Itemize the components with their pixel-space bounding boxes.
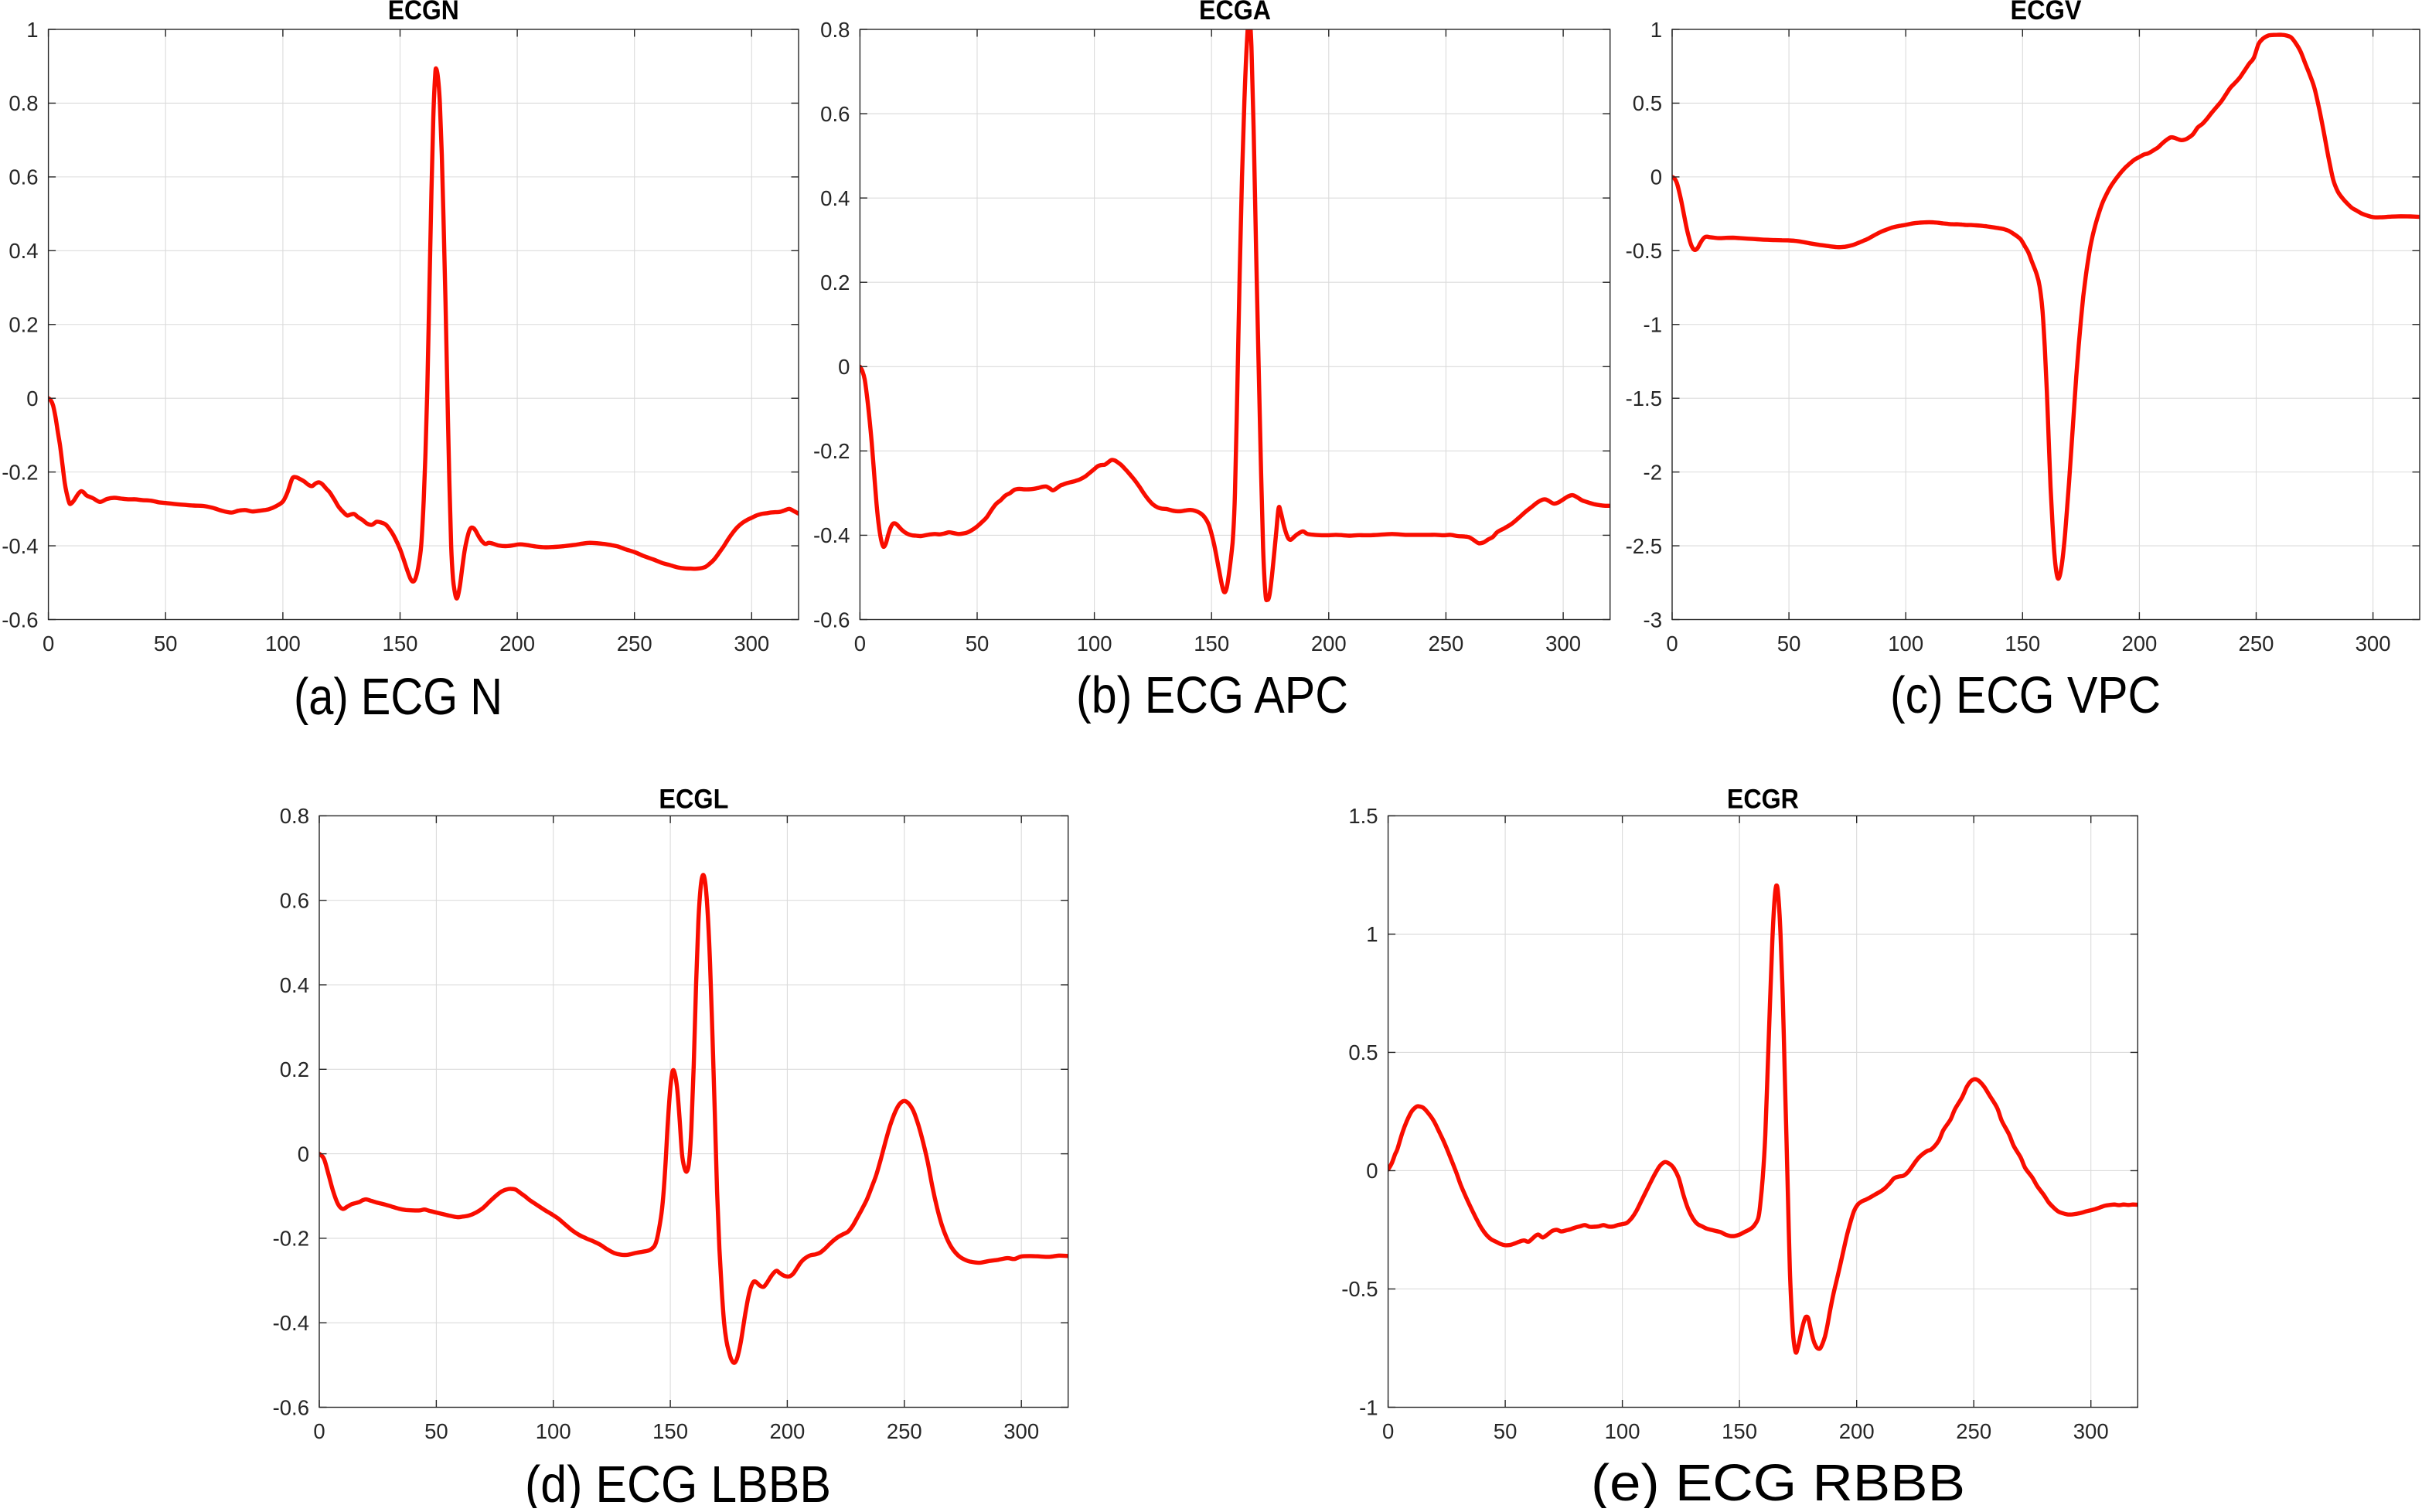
svg-text:-1.5: -1.5 <box>1626 387 1662 410</box>
svg-text:50: 50 <box>1777 632 1801 656</box>
svg-text:0.4: 0.4 <box>820 186 850 210</box>
svg-text:300: 300 <box>734 632 769 656</box>
svg-text:100: 100 <box>1077 632 1112 656</box>
svg-text:0.4: 0.4 <box>9 239 38 263</box>
svg-text:200: 200 <box>1839 1419 1875 1443</box>
svg-text:200: 200 <box>2121 632 2157 656</box>
svg-text:1: 1 <box>1650 18 1662 42</box>
svg-text:-0.4: -0.4 <box>813 523 850 547</box>
svg-text:0.2: 0.2 <box>9 313 38 337</box>
svg-text:-0.6: -0.6 <box>813 608 850 632</box>
svg-text:0.8: 0.8 <box>280 804 309 828</box>
svg-text:50: 50 <box>1494 1419 1518 1443</box>
svg-text:-0.4: -0.4 <box>273 1311 309 1335</box>
svg-text:100: 100 <box>265 632 301 656</box>
svg-text:-0.2: -0.2 <box>273 1227 309 1251</box>
svg-text:ECGN: ECGN <box>388 0 459 26</box>
svg-text:0: 0 <box>838 355 850 379</box>
svg-text:1: 1 <box>1366 922 1378 946</box>
svg-text:0.2: 0.2 <box>820 271 850 295</box>
svg-text:0.4: 0.4 <box>280 973 309 997</box>
svg-text:0.6: 0.6 <box>820 102 850 126</box>
svg-text:-0.4: -0.4 <box>2 534 38 558</box>
svg-text:0.8: 0.8 <box>820 18 850 42</box>
svg-text:-0.6: -0.6 <box>2 608 38 632</box>
svg-text:-0.6: -0.6 <box>273 1395 309 1419</box>
svg-text:150: 150 <box>652 1419 688 1443</box>
svg-text:50: 50 <box>154 632 178 656</box>
svg-text:-2: -2 <box>1644 460 1662 484</box>
svg-text:-0.2: -0.2 <box>813 439 850 463</box>
svg-text:(d) ECG LBBB: (d) ECG LBBB <box>525 1456 831 1508</box>
svg-text:(b) ECG APC: (b) ECG APC <box>1076 666 1348 724</box>
svg-text:300: 300 <box>1003 1419 1039 1443</box>
svg-text:ECGV: ECGV <box>2011 0 2083 26</box>
svg-text:(e) ECG RBBB: (e) ECG RBBB <box>1591 1454 1965 1508</box>
svg-text:100: 100 <box>1605 1419 1640 1443</box>
svg-text:200: 200 <box>1311 632 1347 656</box>
svg-text:0.2: 0.2 <box>280 1057 309 1081</box>
svg-text:-0.2: -0.2 <box>2 460 38 484</box>
svg-text:150: 150 <box>2005 632 2040 656</box>
svg-text:1: 1 <box>26 18 38 42</box>
svg-text:0.5: 0.5 <box>1348 1040 1378 1064</box>
svg-text:-0.5: -0.5 <box>1626 239 1662 263</box>
svg-text:0: 0 <box>43 632 54 656</box>
svg-text:0: 0 <box>1366 1159 1378 1183</box>
svg-text:100: 100 <box>1888 632 1923 656</box>
svg-text:-1: -1 <box>1359 1395 1378 1419</box>
svg-text:0: 0 <box>854 632 866 656</box>
svg-text:250: 250 <box>1956 1419 1991 1443</box>
svg-text:150: 150 <box>1722 1419 1757 1443</box>
svg-text:ECGR: ECGR <box>1727 785 1799 815</box>
svg-text:-3: -3 <box>1644 608 1662 632</box>
svg-text:0: 0 <box>298 1142 309 1166</box>
svg-text:0: 0 <box>313 1419 325 1443</box>
svg-text:0: 0 <box>26 387 38 410</box>
svg-text:300: 300 <box>2356 632 2391 656</box>
svg-text:250: 250 <box>887 1419 922 1443</box>
svg-text:0.5: 0.5 <box>1633 91 1662 115</box>
svg-text:50: 50 <box>966 632 990 656</box>
svg-text:ECGL: ECGL <box>659 785 728 815</box>
svg-text:300: 300 <box>2073 1419 2109 1443</box>
svg-text:0.6: 0.6 <box>9 165 38 189</box>
svg-text:0: 0 <box>1382 1419 1394 1443</box>
svg-text:250: 250 <box>2239 632 2274 656</box>
svg-text:-0.5: -0.5 <box>1341 1277 1378 1301</box>
svg-text:250: 250 <box>1428 632 1463 656</box>
svg-text:-1: -1 <box>1644 313 1662 337</box>
svg-text:0: 0 <box>1666 632 1678 656</box>
svg-text:250: 250 <box>617 632 652 656</box>
svg-text:200: 200 <box>769 1419 805 1443</box>
svg-text:0: 0 <box>1650 165 1662 189</box>
svg-text:1.5: 1.5 <box>1348 804 1378 828</box>
svg-text:(a) ECG N: (a) ECG N <box>294 668 502 726</box>
svg-text:50: 50 <box>424 1419 448 1443</box>
svg-text:0.6: 0.6 <box>280 888 309 912</box>
svg-text:300: 300 <box>1545 632 1581 656</box>
svg-text:0.8: 0.8 <box>9 91 38 115</box>
svg-text:150: 150 <box>1194 632 1229 656</box>
svg-text:100: 100 <box>536 1419 571 1443</box>
svg-text:-2.5: -2.5 <box>1626 534 1662 558</box>
svg-text:ECGA: ECGA <box>1199 0 1271 26</box>
svg-text:(c) ECG VPC: (c) ECG VPC <box>1890 666 2161 724</box>
svg-text:150: 150 <box>383 632 418 656</box>
svg-text:200: 200 <box>499 632 535 656</box>
